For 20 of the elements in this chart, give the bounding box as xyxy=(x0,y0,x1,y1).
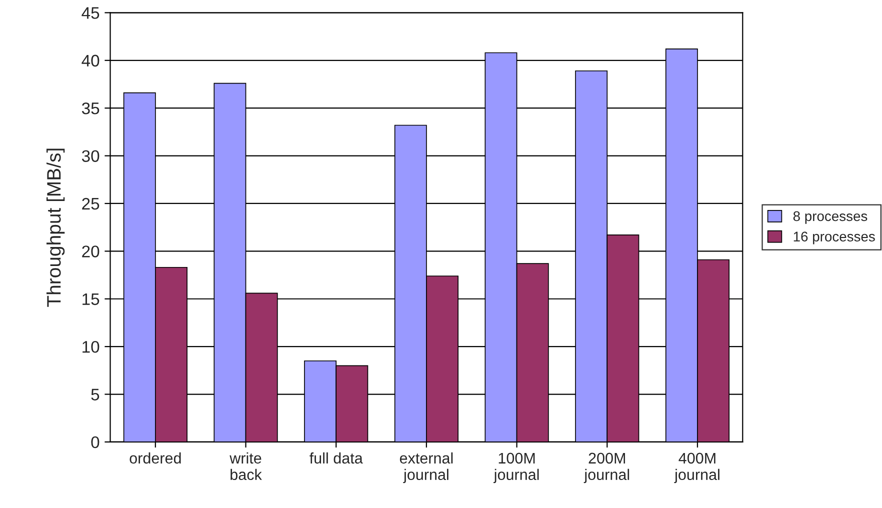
y-tick-label: 5 xyxy=(91,388,100,400)
y-tick-label: 10 xyxy=(82,340,100,353)
y-tick-label: 25 xyxy=(82,198,100,210)
legend-label: 8 processes xyxy=(793,211,868,224)
x-tick-label: ordered xyxy=(130,452,181,464)
y-tick-label: 35 xyxy=(82,102,100,114)
y-tick-label: 15 xyxy=(82,293,100,306)
x-tick-label: write back xyxy=(230,452,262,480)
x-tick-label: 200M journal xyxy=(584,452,630,484)
x-tick-label: 100M journal xyxy=(493,452,539,484)
legend-label: 16 processes xyxy=(794,232,875,244)
y-tick-label: 20 xyxy=(82,246,100,258)
x-tick-label: full data xyxy=(310,452,363,464)
y-axis-title: Throughput [MB/s] xyxy=(46,148,65,307)
x-tick-label: 400M journal xyxy=(674,452,720,484)
y-tick-label: 0 xyxy=(91,436,100,448)
x-tick-label: external journal xyxy=(400,452,453,484)
y-tick-label: 30 xyxy=(82,150,100,162)
y-tick-label: 45 xyxy=(82,7,100,19)
y-tick-label: 40 xyxy=(82,54,100,67)
